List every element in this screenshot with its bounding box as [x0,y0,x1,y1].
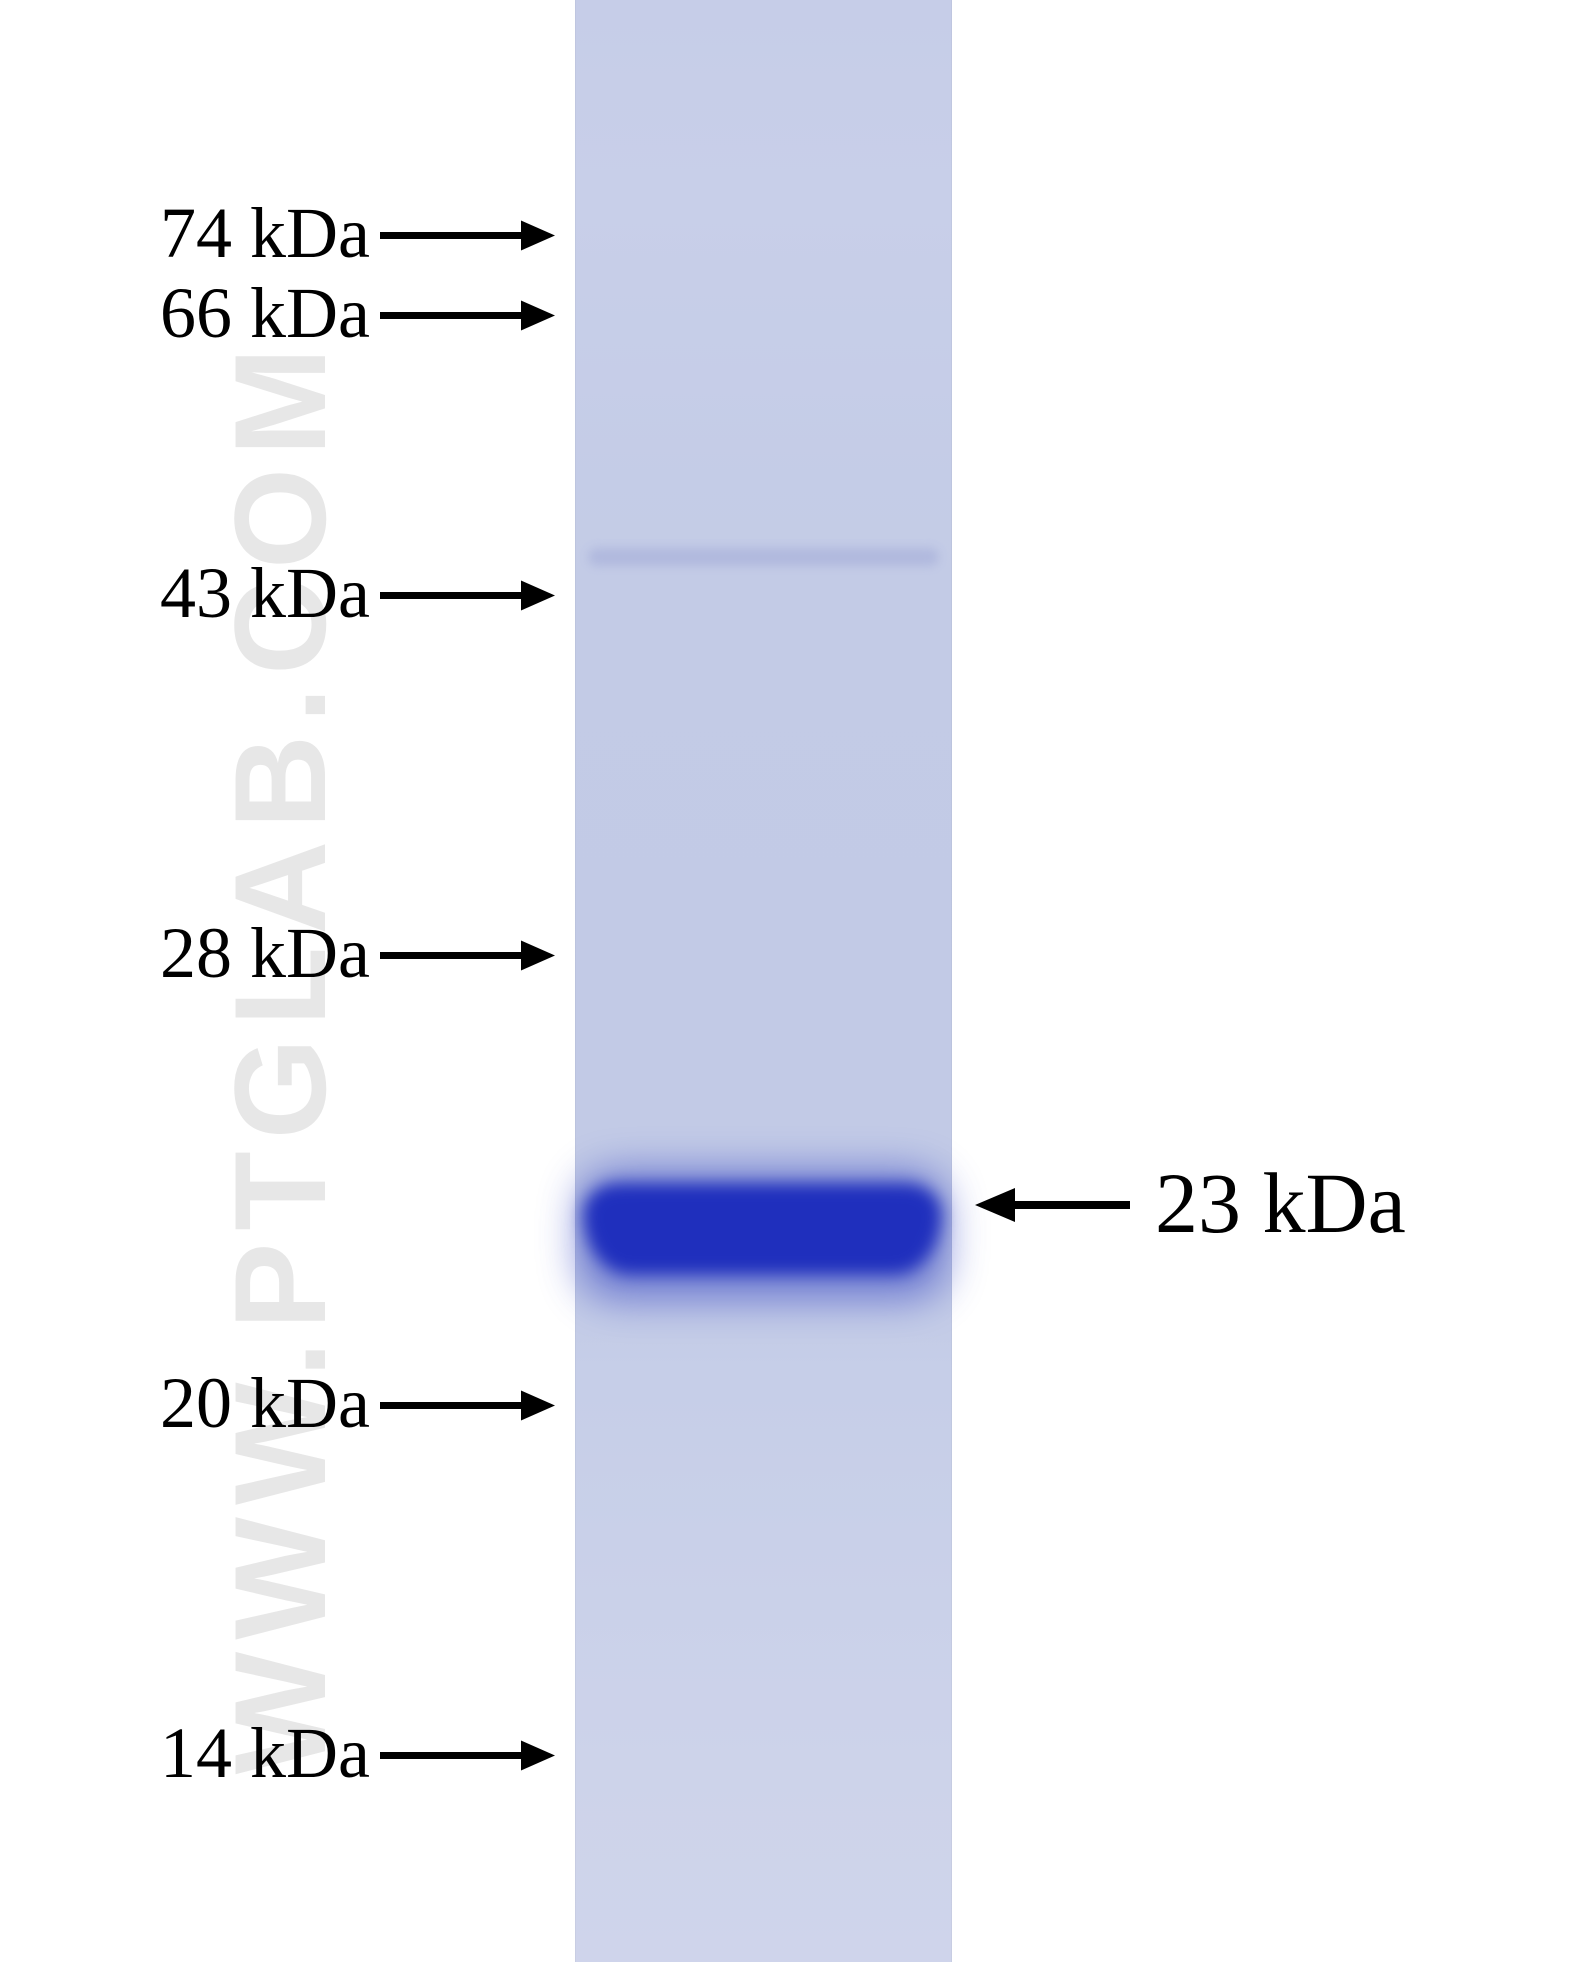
marker-label: 20 kDa [160,1362,370,1445]
gel-lane [575,0,952,1962]
marker-label: 66 kDa [160,272,370,355]
arrow-icon [344,1735,591,1776]
gel-image-stage: WWW.PTGLAB.COM 74 kDa66 kDa43 kDa28 kDa2… [0,0,1585,1962]
target-label: 23 kDa [1155,1153,1406,1253]
arrow-icon [344,575,591,616]
main-band-23kda [584,1184,941,1274]
arrow-icon [933,1182,1172,1228]
faint-band-43kda [588,548,939,566]
arrow-icon [344,935,591,976]
marker-label: 43 kDa [160,552,370,635]
arrow-icon [344,295,591,336]
marker-label: 14 kDa [160,1712,370,1795]
arrow-icon [344,1385,591,1426]
arrow-icon [344,215,591,256]
marker-label: 74 kDa [160,192,370,275]
marker-label: 28 kDa [160,912,370,995]
